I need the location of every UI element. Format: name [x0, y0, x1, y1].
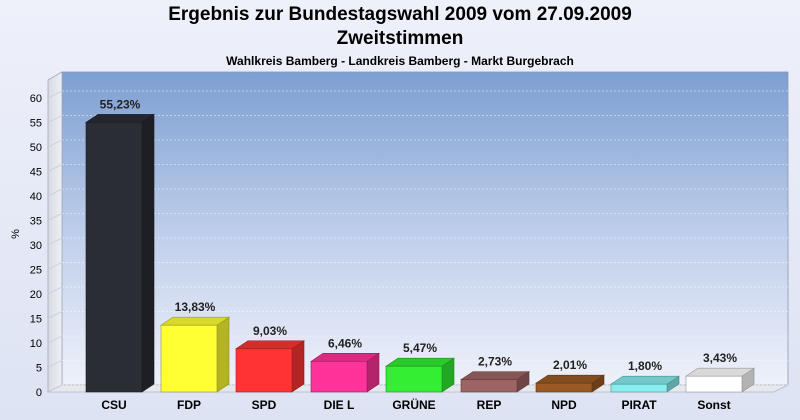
bars: 55,23% 13,83% 9,03% 6,46% 5,47% 2,73% 2,01% 1,8…: [85, 97, 755, 393]
gridline-side: [47, 262, 63, 270]
x-tick-label: Sonst: [697, 398, 730, 412]
bar-value-label: 2,73%: [478, 355, 512, 369]
bar: 55,23%: [85, 97, 155, 393]
bar-value-label: 3,43%: [703, 351, 737, 365]
x-tick-label: GRÜNE: [392, 397, 435, 412]
bar-front: [310, 361, 368, 393]
x-tick-label: FDP: [177, 398, 201, 412]
bar-front: [535, 382, 593, 393]
bar: 2,73%: [460, 355, 530, 393]
bar-top: [160, 316, 230, 326]
gridline-side: [47, 286, 63, 295]
gridline-side: [47, 311, 63, 319]
plot-left-wall: [47, 71, 63, 393]
bar-top: [310, 353, 380, 362]
gridline-side: [47, 139, 63, 148]
y-tick-label: 35: [30, 216, 42, 228]
y-tick-label: 20: [30, 289, 42, 301]
bar-top: [535, 374, 605, 384]
bar-value-label: 1,80%: [628, 359, 662, 373]
chart-title: Ergebnis zur Bundestagswahl 2009 vom 27.…: [168, 4, 632, 25]
bar: 3,43%: [685, 351, 755, 393]
bar-front: [685, 375, 743, 393]
bar: 6,46%: [310, 336, 380, 393]
bar-side: [141, 113, 155, 393]
bar: 9,03%: [235, 324, 305, 393]
x-tick-label: NPD: [551, 398, 577, 412]
bar-side: [291, 340, 305, 393]
bar-side: [216, 316, 230, 393]
y-tick-label: 15: [30, 314, 42, 326]
y-tick-label: 25: [30, 265, 42, 277]
y-tick-label: 55: [30, 118, 42, 130]
y-axis-label: %: [10, 229, 22, 239]
bar: 1,80%: [610, 359, 680, 393]
x-tick-label: PIRAT: [621, 398, 657, 412]
bar-value-label: 55,23%: [100, 97, 141, 111]
bar-front: [385, 365, 443, 393]
bar: 13,83%: [160, 300, 230, 393]
bar-front: [85, 122, 143, 393]
gridline-side: [47, 237, 63, 246]
bar-top: [610, 375, 680, 385]
x-tick-label: SPD: [252, 398, 277, 412]
y-tick-label: 45: [30, 167, 42, 179]
x-tick-label: DIE L: [324, 398, 355, 412]
bar-front: [610, 383, 668, 393]
chart-subtitle: Wahlkreis Bamberg - Landkreis Bamberg - …: [226, 54, 574, 68]
bar-value-label: 6,46%: [328, 336, 362, 350]
x-axis: CSU FDP SPD DIE L GRÜNE REP NPD PIRAT Sonst: [101, 397, 730, 412]
y-tick-label: 50: [30, 142, 42, 154]
gridline-side: [47, 335, 63, 344]
y-tick-label: 0: [36, 387, 42, 399]
gridline-side: [47, 115, 63, 123]
gridline-side: [47, 90, 63, 99]
bar-value-label: 5,47%: [403, 341, 437, 355]
bar-front: [160, 324, 218, 393]
x-tick-label: CSU: [101, 398, 126, 412]
bar-top: [85, 114, 155, 123]
bar-top: [685, 367, 755, 377]
y-tick-label: 40: [30, 191, 42, 203]
bar-value-label: 13,83%: [175, 300, 216, 314]
y-tick-label: 30: [30, 240, 42, 252]
bar: 5,47%: [385, 341, 455, 393]
y-tick-label: 10: [30, 338, 42, 350]
bar-front: [460, 379, 518, 393]
y-tick-label: 60: [30, 93, 42, 105]
bar-value-label: 2,01%: [553, 358, 587, 372]
bar: 2,01%: [535, 358, 605, 393]
gridline-side: [47, 384, 63, 393]
gridline-side: [47, 164, 63, 172]
bar-top: [460, 371, 530, 380]
bar-value-label: 9,03%: [253, 324, 287, 338]
bar-top: [235, 340, 305, 350]
y-tick-label: 5: [36, 363, 42, 375]
bar-front: [235, 348, 293, 393]
gridline-side: [47, 188, 63, 197]
y-axis: 0 5 10 15 20 25 30 35 40 45 50 55 60: [30, 93, 42, 399]
gridline-side: [47, 360, 63, 368]
bar-top: [385, 357, 455, 367]
x-tick-label: REP: [477, 398, 502, 412]
chart-title-line2: Zweitstimmen: [336, 28, 464, 49]
gridline-side: [47, 213, 63, 221]
